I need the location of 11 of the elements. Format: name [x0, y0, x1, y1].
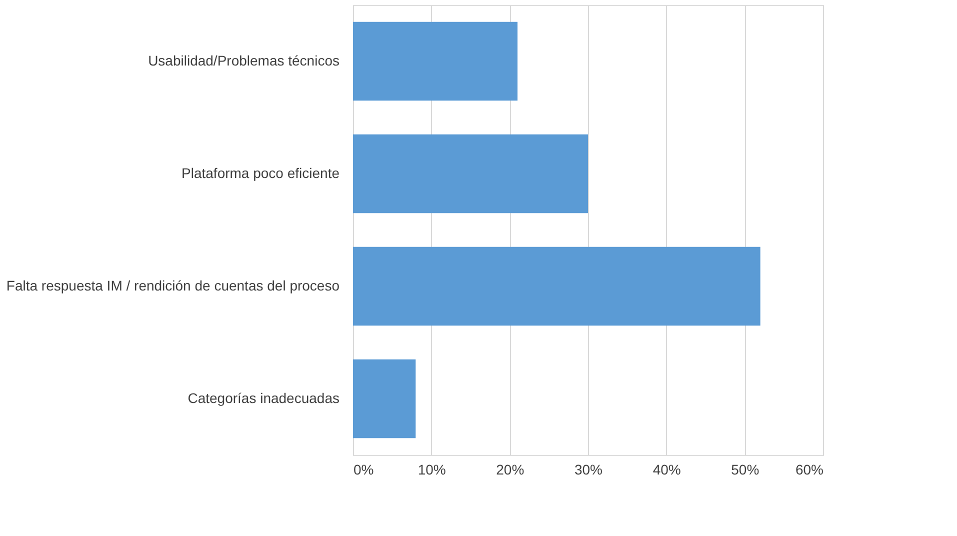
- y-tick-label: Plataforma poco eficiente: [182, 164, 340, 181]
- y-tick-label: Categorías inadecuadas: [188, 390, 340, 406]
- x-tick-label: 40%: [652, 462, 681, 478]
- x-tick-label: 50%: [731, 462, 760, 478]
- x-tick-label: 0%: [354, 462, 374, 478]
- y-tick-label: Falta respuesta IM / rendición de cuentas del proceso: [6, 277, 340, 294]
- x-tick-label: 20%: [496, 462, 524, 478]
- y-tick-label: Usabilidad/Problemas técnicos: [148, 52, 340, 68]
- x-tick-label: 30%: [574, 462, 603, 478]
- x-tick-label: 60%: [795, 462, 824, 478]
- x-tick-label: 10%: [418, 462, 446, 478]
